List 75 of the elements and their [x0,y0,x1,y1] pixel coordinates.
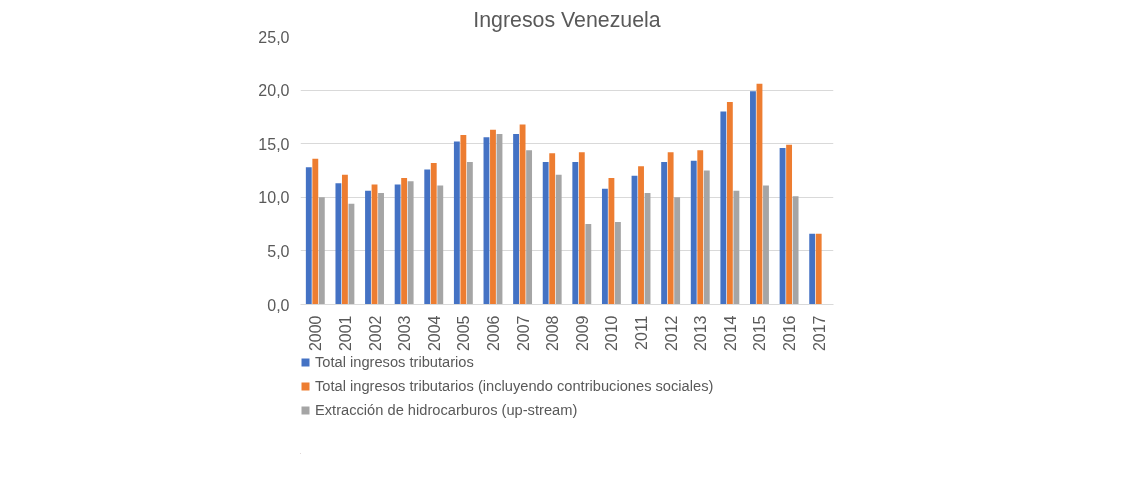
x-tick-label: 2000 [307,315,325,352]
x-tick-label: 2004 [425,315,443,352]
bar [335,183,342,305]
x-tick-label: 2008 [544,315,562,352]
bar [578,152,585,305]
bar [341,174,348,305]
bar [792,196,799,305]
x-tick-label: 2015 [751,315,769,352]
bar [318,197,325,305]
bar [733,190,740,305]
legend-label: Total ingresos tributarios (incluyendo contribuciones sociales) [315,378,714,394]
x-tick-label: 2009 [573,315,591,352]
bar [786,144,793,305]
bar [549,153,556,305]
bar [720,111,727,305]
bar [815,233,822,305]
bar [750,91,756,305]
x-tick-label: 2006 [484,315,502,352]
bar [601,188,608,305]
bar [365,190,371,305]
y-tick-label: 20,0 [258,82,290,100]
x-tick-label: 2016 [781,315,799,352]
bar [490,129,496,305]
bar [726,101,733,305]
bar [608,178,615,305]
bar [407,181,414,305]
bar [526,150,533,305]
bar [638,166,644,305]
x-tick-label: 2010 [603,315,621,352]
bar [401,178,408,305]
bar [809,233,816,305]
bar [466,161,473,305]
bar [674,197,681,305]
bar [305,167,312,305]
bar [615,221,621,305]
bar [661,161,668,305]
bar [378,193,384,305]
bar [430,163,437,305]
legend-label: Total ingresos tributarios [315,354,474,370]
bar [437,185,444,305]
bar [312,158,319,305]
x-tick-label: 2005 [455,315,473,352]
bar [460,135,467,305]
x-tick-label: 2011 [633,315,651,350]
bar [513,134,519,305]
x-tick-label: 2002 [366,315,384,352]
bar [572,161,579,305]
legend-label: Extracción de hidrocarburos (up-stream) [315,402,578,418]
y-tick-label: 5,0 [267,242,290,260]
bar [585,224,592,305]
bar [703,170,710,305]
x-tick-label: 2017 [810,315,828,352]
bar [542,161,549,305]
x-tick-label: 2001 [336,315,354,352]
x-tick-label: 2014 [721,315,739,352]
y-tick-label: 10,0 [258,189,290,207]
y-tick-label: 25,0 [258,28,290,46]
bar [779,147,786,305]
bar [667,152,674,305]
bar [763,185,769,305]
bar [519,124,526,305]
bar [697,150,704,305]
bar [424,169,431,305]
x-tick-label: 2003 [396,315,414,352]
bar [394,184,401,305]
x-tick-label: 2007 [514,315,532,352]
y-tick-label: 0,0 [267,296,290,314]
bar [348,203,355,305]
bar [453,141,460,305]
x-tick-label: 2012 [662,315,680,352]
x-tick-label: 2013 [692,315,710,352]
bar [555,174,562,305]
bar [690,160,697,305]
y-tick-label: 15,0 [258,135,290,153]
chart-title: Ingresos Venezuela [473,7,661,32]
